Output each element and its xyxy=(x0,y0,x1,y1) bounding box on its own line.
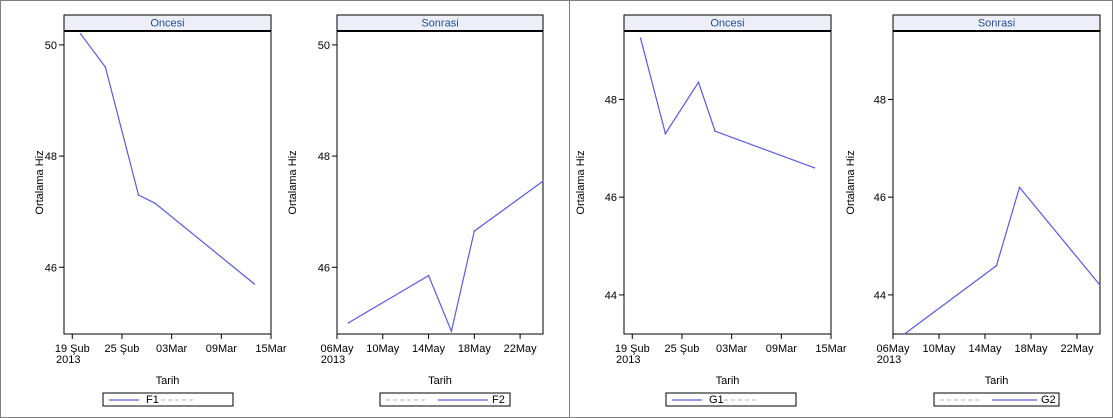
data-point xyxy=(154,202,156,205)
x-tick-label: 22May xyxy=(1060,343,1094,355)
data-point xyxy=(639,37,642,40)
legend-label: F1 xyxy=(146,394,159,406)
data-point xyxy=(137,194,140,196)
y-tick-label: 48 xyxy=(318,151,330,163)
x-tick-label: 25 Şub xyxy=(105,343,140,355)
y-tick-label: 48 xyxy=(874,94,886,106)
x-axis-label: Tarih xyxy=(716,375,740,387)
x-tick-label: 03Mar xyxy=(156,343,188,355)
series-line xyxy=(80,33,255,285)
y-axis-label: Ortalama Hiz xyxy=(845,150,857,214)
x-tick-label: 06May xyxy=(320,343,354,355)
plot-frame xyxy=(63,30,272,335)
legend-label: G1 xyxy=(709,394,724,406)
data-point xyxy=(1018,186,1021,189)
legend-label: F2 xyxy=(492,394,505,406)
x-axis-label: Tarih xyxy=(428,375,452,387)
x-tick-label: 10May xyxy=(922,343,956,355)
x-tick-sublabel: 2013 xyxy=(56,354,80,366)
y-tick-label: 46 xyxy=(605,192,617,204)
x-tick-label: 15Mar xyxy=(815,343,847,355)
data-point xyxy=(253,283,256,285)
x-tick-sublabel: 2013 xyxy=(616,354,640,366)
panel-title: Sonrasi xyxy=(978,18,1015,30)
x-tick-label: 06May xyxy=(876,343,910,355)
y-axis-label: Ortalama Hiz xyxy=(287,150,299,214)
x-tick-label: 15Mar xyxy=(255,343,287,355)
data-point xyxy=(697,81,700,84)
x-axis-label: Tarih xyxy=(985,375,1009,387)
data-point xyxy=(714,130,716,132)
data-point xyxy=(903,333,906,335)
data-point xyxy=(542,180,544,182)
y-tick-label: 46 xyxy=(318,262,330,274)
y-tick-label: 46 xyxy=(874,192,886,204)
series-line xyxy=(640,38,815,169)
x-tick-label: 19 Şub xyxy=(615,343,650,355)
x-tick-sublabel: 2013 xyxy=(321,354,345,366)
plot-frame xyxy=(892,30,1101,335)
x-tick-label: 14May xyxy=(412,343,446,355)
x-tick-label: 03Mar xyxy=(716,343,748,355)
series-line xyxy=(348,180,544,334)
plot-frame xyxy=(336,30,544,335)
data-point xyxy=(473,230,476,232)
x-tick-label: 18May xyxy=(458,343,492,355)
data-point xyxy=(104,66,107,68)
y-tick-label: 46 xyxy=(45,262,57,274)
data-point xyxy=(664,132,667,135)
data-point xyxy=(813,167,816,169)
x-tick-label: 09Mar xyxy=(206,343,238,355)
data-point xyxy=(450,330,453,333)
legend: F1 xyxy=(102,392,234,407)
panel-title: Oncesi xyxy=(710,18,744,30)
y-tick-label: 48 xyxy=(605,94,617,106)
legend: F2 xyxy=(379,392,511,407)
legend: G2 xyxy=(933,392,1060,407)
data-point xyxy=(427,274,430,277)
y-tick-label: 44 xyxy=(874,290,886,302)
y-axis-label: Ortalama Hiz xyxy=(575,150,587,214)
x-tick-sublabel: 2013 xyxy=(877,354,901,366)
x-tick-label: 10May xyxy=(366,343,400,355)
data-point xyxy=(347,322,350,324)
y-tick-label: 50 xyxy=(318,40,330,52)
data-point xyxy=(79,33,82,35)
data-point xyxy=(1099,284,1101,286)
series-line xyxy=(904,186,1101,335)
x-tick-label: 19 Şub xyxy=(55,343,90,355)
legend: G1 xyxy=(665,392,797,407)
x-tick-label: 22May xyxy=(504,343,538,355)
legend-label: G2 xyxy=(1041,394,1056,406)
x-axis-label: Tarih xyxy=(156,375,180,387)
plot-frame xyxy=(623,30,832,335)
x-tick-label: 14May xyxy=(968,343,1002,355)
y-tick-label: 48 xyxy=(45,151,57,163)
panel-title: Sonrasi xyxy=(421,18,458,30)
x-tick-label: 09Mar xyxy=(766,343,798,355)
panel-title: Oncesi xyxy=(150,18,184,30)
x-tick-label: 18May xyxy=(1014,343,1048,355)
x-tick-label: 25 Şub xyxy=(665,343,700,355)
data-point xyxy=(995,264,998,267)
y-axis-label: Ortalama Hiz xyxy=(34,150,46,214)
y-tick-label: 44 xyxy=(605,290,617,302)
y-tick-label: 50 xyxy=(45,40,57,52)
